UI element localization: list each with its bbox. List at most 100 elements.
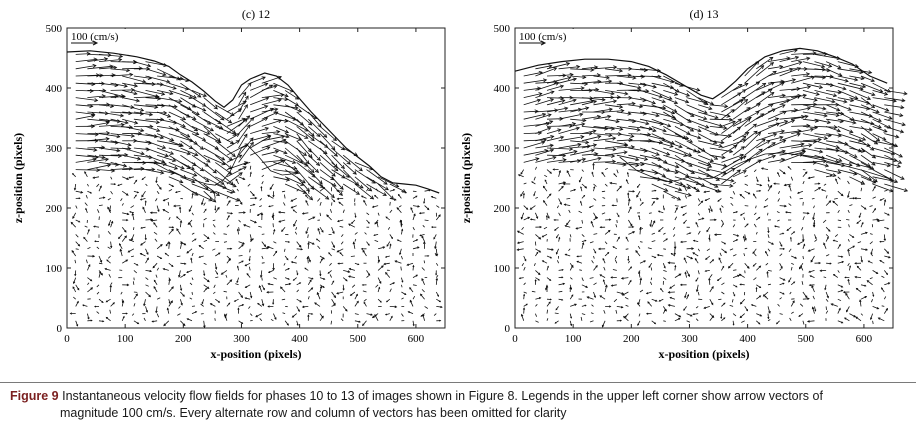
velocity-vector — [319, 277, 325, 280]
velocity-vector — [570, 140, 589, 143]
vector-head — [413, 213, 416, 216]
velocity-vector — [314, 302, 321, 307]
vector-head — [798, 266, 802, 270]
vector-head — [608, 107, 613, 112]
velocity-vector — [860, 104, 880, 113]
vector-head — [635, 162, 640, 168]
velocity-vector — [163, 198, 169, 202]
velocity-vector — [215, 133, 234, 144]
velocity-vector — [779, 253, 783, 257]
x-axis-label: x-position (pixels) — [658, 347, 749, 361]
velocity-vector — [628, 68, 648, 71]
vector-head — [694, 258, 697, 261]
vector-head — [163, 110, 168, 115]
vector-head — [69, 312, 72, 315]
vector-head — [877, 317, 881, 320]
velocity-vector — [226, 190, 233, 194]
vector-head — [703, 306, 706, 309]
velocity-vector — [575, 226, 583, 230]
vector-head — [804, 295, 808, 299]
velocity-vector — [84, 202, 88, 206]
velocity-vector — [593, 90, 615, 95]
vector-head — [101, 300, 104, 304]
vector-head — [811, 306, 815, 310]
velocity-vector — [273, 162, 297, 170]
vector-head — [194, 238, 197, 241]
velocity-vector — [238, 95, 249, 113]
velocity-vector — [706, 226, 711, 232]
vector-head — [630, 145, 636, 150]
vector-head — [803, 243, 806, 246]
vector-head — [280, 286, 283, 290]
vector-head — [541, 112, 547, 117]
vector-head — [824, 288, 827, 291]
velocity-vector — [709, 169, 727, 174]
vector-head — [373, 234, 376, 236]
velocity-vector — [180, 176, 195, 183]
vector-head — [627, 258, 630, 262]
vector-head — [419, 293, 423, 297]
vector-head — [290, 199, 294, 202]
velocity-vector — [674, 216, 678, 221]
vector-head — [274, 317, 277, 320]
velocity-vector — [153, 231, 158, 235]
velocity-vector — [674, 133, 693, 143]
velocity-vector — [168, 286, 174, 293]
velocity-vector — [628, 111, 647, 115]
vector-head — [723, 317, 726, 320]
vector-head — [739, 301, 743, 305]
vector-head — [844, 317, 847, 320]
vector-head — [783, 183, 787, 187]
vector-head — [547, 113, 552, 118]
velocity-vector — [523, 205, 528, 210]
velocity-vector — [788, 203, 792, 206]
velocity-vector — [203, 190, 216, 203]
vector-head — [903, 188, 909, 192]
legend-box — [516, 29, 580, 44]
velocity-vector — [825, 291, 829, 298]
velocity-vector — [546, 85, 564, 91]
vector-head — [870, 252, 873, 255]
vector-head — [307, 242, 310, 245]
velocity-vector — [98, 147, 120, 152]
velocity-vector — [203, 169, 225, 185]
velocity-vector — [791, 52, 816, 55]
velocity-vector — [639, 133, 666, 141]
vector-head — [390, 315, 393, 318]
vector-head — [763, 205, 766, 208]
velocity-vector — [566, 219, 571, 225]
velocity-vector — [756, 88, 773, 98]
vector-head — [131, 212, 135, 216]
velocity-vector — [250, 83, 268, 91]
velocity-vector — [162, 209, 170, 214]
velocity-vector — [168, 217, 171, 221]
vector-head — [597, 247, 601, 251]
vector-head — [269, 187, 272, 191]
vector-head — [819, 269, 822, 272]
vector-head — [657, 210, 661, 213]
vector-head — [93, 147, 98, 152]
velocity-vector — [400, 220, 402, 228]
velocity-vector — [176, 255, 181, 257]
velocity-vector — [558, 78, 577, 84]
velocity-vector — [203, 277, 210, 283]
vector-head — [278, 220, 281, 223]
velocity-vector — [570, 149, 595, 156]
velocity-vector — [756, 140, 770, 149]
vector-head — [758, 148, 763, 153]
velocity-vector — [119, 243, 123, 249]
velocity-vector — [767, 150, 786, 156]
velocity-vector — [602, 197, 606, 199]
vector-head — [517, 174, 521, 177]
velocity-vector — [802, 104, 826, 110]
vector-head — [782, 232, 785, 235]
vector-head — [146, 252, 149, 255]
velocity-vector — [249, 291, 252, 298]
vector-head — [674, 264, 677, 268]
vector-head — [695, 188, 701, 192]
velocity-vector — [75, 53, 90, 55]
velocity-vector — [546, 136, 564, 142]
vector-head — [576, 260, 579, 263]
velocity-vector — [319, 183, 335, 198]
vector-head — [697, 135, 702, 140]
